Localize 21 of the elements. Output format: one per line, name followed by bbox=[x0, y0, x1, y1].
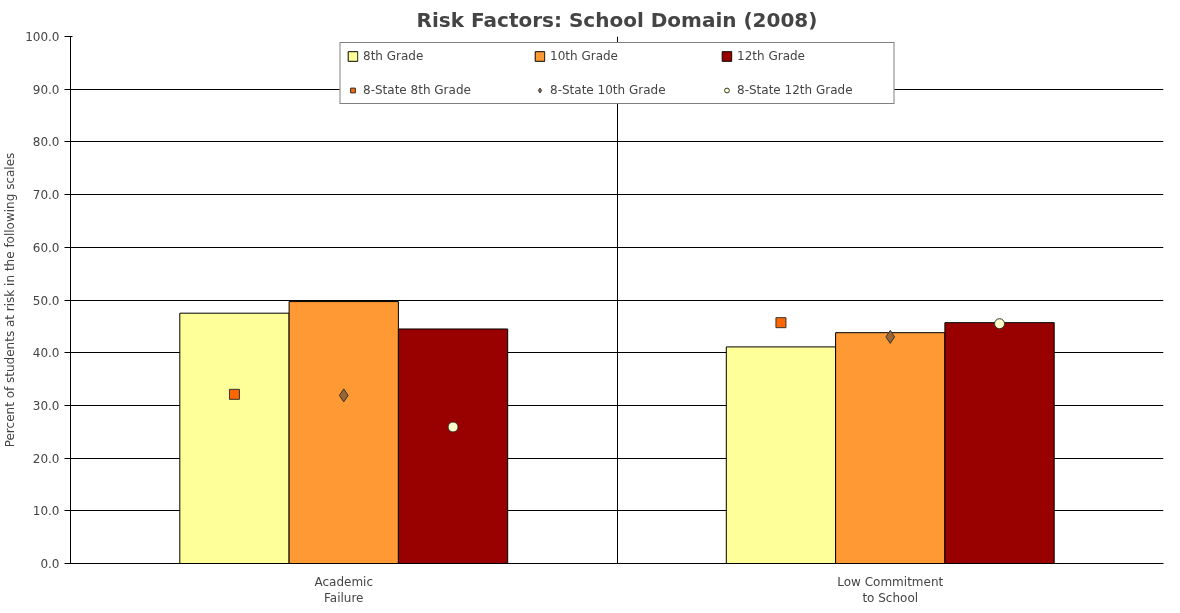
y-tick-label: 100.0 bbox=[25, 30, 60, 44]
y-tick-label: 70.0 bbox=[32, 188, 60, 203]
legend-label: 12th Grade bbox=[737, 49, 806, 63]
x-tick-label: Low Commitment to School bbox=[837, 574, 944, 606]
legend-label: 10th Grade bbox=[550, 49, 619, 63]
y-tick-label: 0.0 bbox=[40, 557, 60, 571]
y-tick-label: 60.0 bbox=[32, 240, 60, 255]
y-tick-label: 20.0 bbox=[32, 451, 60, 466]
legend-label: 8-State 12th Grade bbox=[737, 83, 854, 97]
y-tick-label: 30.0 bbox=[32, 398, 60, 413]
legend-label: 8-State 8th Grade bbox=[363, 83, 472, 97]
x-tick-label: Academic Failure bbox=[314, 574, 374, 606]
y-tick-label: 50.0 bbox=[32, 293, 60, 308]
y-axis-title: Percent of students at risk in the following scales bbox=[3, 152, 18, 448]
y-tick-label: 80.0 bbox=[32, 135, 60, 150]
legend-label: 8-State 10th Grade bbox=[550, 83, 667, 97]
legend-label: 8th Grade bbox=[363, 49, 425, 63]
y-tick-label: 40.0 bbox=[32, 346, 60, 361]
y-tick-label: 90.0 bbox=[32, 82, 60, 97]
y-tick-label: 10.0 bbox=[32, 504, 60, 519]
chart-title: Risk Factors: School Domain (2008) bbox=[416, 7, 818, 32]
